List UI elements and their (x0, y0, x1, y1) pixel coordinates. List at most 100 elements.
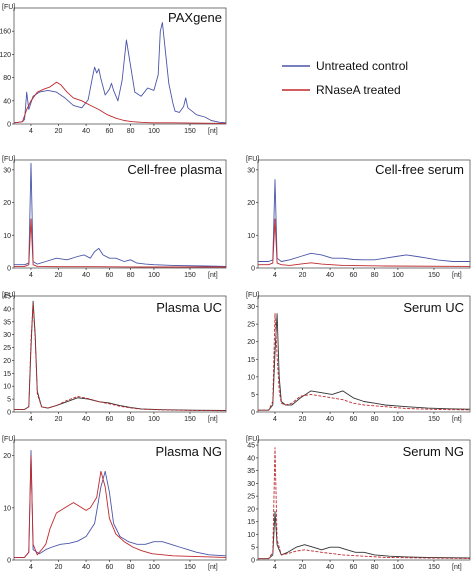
y-tick-label: 10 (3, 505, 11, 512)
x-unit-label: [nt] (208, 564, 218, 571)
series-line-untreated (258, 179, 470, 262)
x-tick-label: 80 (371, 416, 379, 423)
series-line-untreated (14, 449, 227, 558)
series-line-untreated (13, 22, 227, 124)
y-tick-label: 120 (0, 52, 11, 59)
x-tick-label: 100 (148, 272, 160, 279)
x-tick-label: 60 (350, 416, 358, 423)
chart-panel-3: [FU] [nt] 0 10 20 30 4 20 40 60 80 100 150 Cell-free … (246, 156, 471, 279)
y-unit-label: [FU] (246, 436, 259, 443)
x-unit-label: [nt] (208, 272, 218, 279)
panel-title: Cell-free serum (375, 162, 464, 177)
series-line-rnasea (258, 447, 471, 560)
series-line-rnasea (258, 313, 471, 411)
panel-title: Plasma NG (156, 444, 222, 459)
y-tick-label: 30 (3, 167, 11, 174)
y-tick-label: 5 (251, 392, 255, 399)
x-tick-label: 4 (29, 128, 33, 135)
x-tick-label: 80 (371, 564, 379, 571)
y-tick-label: 5 (7, 397, 11, 404)
x-tick-label: 80 (127, 564, 135, 571)
y-tick-label: 0 (7, 122, 11, 129)
y-tick-label: 5 (251, 545, 255, 552)
panel-title: Serum UC (403, 300, 464, 315)
x-tick-label: 20 (55, 416, 63, 423)
plot-frame (13, 159, 227, 269)
y-tick-label: 15 (247, 519, 255, 526)
x-tick-label: 60 (106, 272, 114, 279)
y-tick-label: 25 (247, 494, 255, 501)
plot-frame (257, 439, 471, 561)
y-tick-label: 20 (247, 200, 255, 207)
x-tick-label: 80 (127, 128, 135, 135)
panel-title: PAXgene (168, 10, 222, 25)
y-tick-label: 35 (247, 468, 255, 475)
x-tick-label: 4 (273, 564, 277, 571)
series-line-untreated (14, 162, 227, 267)
x-tick-label: 20 (299, 416, 307, 423)
y-tick-label: 10 (247, 233, 255, 240)
x-tick-label: 20 (55, 272, 63, 279)
y-tick-label: 0 (7, 410, 11, 417)
x-unit-label: [nt] (452, 272, 462, 279)
x-tick-label: 40 (326, 416, 334, 423)
x-tick-label: 150 (184, 128, 196, 135)
x-tick-label: 40 (82, 564, 90, 571)
y-tick-label: 10 (247, 532, 255, 539)
x-tick-label: 40 (82, 128, 90, 135)
x-tick-label: 4 (273, 272, 277, 279)
y-tick-label: 15 (247, 357, 255, 364)
y-tick-label: 25 (247, 322, 255, 329)
y-unit-label: [FU] (2, 156, 15, 163)
plot-frame (13, 295, 227, 413)
x-tick-label: 80 (127, 272, 135, 279)
series-line-rnasea (258, 218, 471, 267)
chart-panel-7: [FU] [nt] 0 5 10 15 20 25 30 35 40 45 4 20 40 60 80 100 15… (246, 436, 471, 571)
y-tick-label: 0 (251, 558, 255, 565)
x-tick-label: 4 (29, 564, 33, 571)
plot-frame (13, 439, 227, 561)
y-unit-label: [FU] (246, 156, 259, 163)
x-tick-label: 40 (82, 416, 90, 423)
x-tick-label: 60 (106, 128, 114, 135)
legend: Untreated control RNaseA treated (282, 59, 408, 97)
x-tick-label: 40 (82, 272, 90, 279)
y-tick-label: 40 (3, 98, 11, 105)
legend-label: Untreated control (316, 59, 408, 73)
y-tick-label: 30 (247, 304, 255, 311)
series-line-untreated (258, 511, 471, 560)
plot-frame (13, 7, 227, 125)
x-unit-label: [nt] (452, 416, 462, 423)
x-tick-label: 20 (299, 564, 307, 571)
y-unit-label: [FU] (2, 436, 15, 443)
panel-title: Cell-free plasma (127, 162, 222, 177)
series-line-rnasea (14, 455, 227, 558)
x-tick-label: 60 (106, 564, 114, 571)
panel-title: Plasma UC (156, 300, 222, 315)
x-unit-label: [nt] (208, 416, 218, 423)
y-tick-label: 35 (3, 319, 11, 326)
y-tick-label: 20 (247, 506, 255, 513)
x-tick-label: 4 (29, 272, 33, 279)
x-tick-label: 60 (350, 564, 358, 571)
x-tick-label: 60 (350, 272, 358, 279)
x-tick-label: 150 (428, 564, 440, 571)
y-tick-label: 0 (7, 558, 11, 565)
x-tick-label: 150 (184, 272, 196, 279)
series-line-untreated (14, 300, 227, 411)
y-tick-label: 10 (247, 374, 255, 381)
series-line-rnasea (14, 303, 227, 412)
x-tick-label: 4 (29, 416, 33, 423)
y-tick-label: 0 (7, 266, 11, 273)
y-tick-label: 40 (247, 455, 255, 462)
y-tick-label: 45 (247, 443, 255, 450)
y-tick-label: 45 (3, 294, 11, 301)
chart-panel-2: [FU] [nt] 0 10 20 30 4 20 40 60 80 100 150 Cell-free … (2, 156, 227, 279)
series-line-untreated (258, 313, 471, 411)
y-tick-label: 15 (3, 371, 11, 378)
y-tick-label: 30 (3, 332, 11, 339)
y-unit-label: [FU] (246, 292, 259, 299)
y-tick-label: 25 (3, 345, 11, 352)
